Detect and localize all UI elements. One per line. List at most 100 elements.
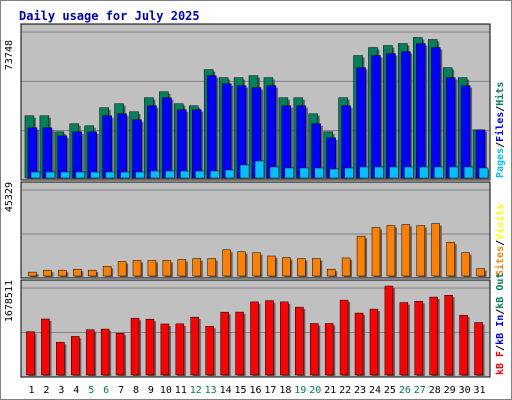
bar-sites-day-23	[356, 235, 366, 277]
bar-files-day-11	[177, 109, 187, 179]
bar-pages-day-23	[359, 166, 369, 179]
bar-kb-f-day-23	[354, 312, 364, 376]
bar-kb-f-day-10	[160, 323, 170, 376]
bar-pages-day-10	[165, 170, 175, 179]
bar-files-day-10	[162, 97, 172, 179]
bar-files-day-1	[27, 127, 38, 179]
bar-sites-day-25	[386, 225, 396, 277]
bar-files-day-8	[132, 119, 142, 179]
bar-files-day-30	[460, 85, 471, 179]
bar-sites-day-13	[207, 258, 216, 277]
x-tick-label: 25	[384, 385, 396, 396]
bar-sites-day-18	[282, 257, 291, 277]
bar-kb-f-day-20	[309, 323, 319, 376]
bar-kb-f-day-7	[115, 332, 125, 376]
bar-kb-f-day-21	[324, 323, 334, 376]
bar-kb-f-day-3	[56, 341, 65, 376]
bar-pages-day-1	[30, 171, 41, 179]
bar-pages-day-24	[374, 166, 384, 179]
bar-kb-f-day-31	[474, 322, 483, 376]
bar-pages-day-13	[209, 170, 220, 179]
bar-sites-day-31	[476, 268, 485, 277]
bar-files-day-14	[221, 83, 232, 179]
bar-sites-day-6	[102, 266, 112, 277]
bar-pages-day-4	[75, 171, 86, 179]
bar-sites-day-14	[222, 249, 231, 277]
bar-files-day-5	[87, 131, 97, 179]
x-tick-label: 28	[429, 385, 441, 396]
x-tick-label: 7	[118, 385, 124, 396]
bar-pages-day-19	[299, 167, 310, 179]
bar-kb-f-day-27	[414, 301, 424, 376]
bar-kb-f-day-30	[459, 314, 468, 376]
bar-sites-day-10	[162, 260, 172, 277]
bar-pages-day-16	[254, 160, 265, 179]
x-tick-label: 26	[399, 385, 411, 396]
bars-kbytes	[26, 285, 485, 377]
bar-pages-day-20	[314, 167, 324, 179]
bar-pages-day-30	[463, 166, 474, 179]
x-axis-day-labels: 1 2 3 4 5 6 7 8 9 10 11 12 13 14 15 16 17 18 19 20 21 22 23 24 2…	[28, 385, 485, 396]
bar-files-day-22	[341, 105, 351, 179]
x-tick-label: 2	[43, 385, 49, 396]
bar-files-day-27	[416, 43, 426, 179]
bar-sites-day-3	[58, 269, 67, 277]
bar-kb-f-day-15	[235, 311, 244, 376]
x-tick-label: 13	[205, 385, 217, 396]
bar-sites-day-11	[177, 259, 187, 277]
bar-pages-day-6	[105, 171, 115, 179]
bar-sites-day-19	[297, 258, 306, 277]
bar-files-day-3	[57, 135, 68, 179]
bar-kb-f-day-2	[41, 318, 50, 376]
bar-kb-f-day-13	[205, 326, 214, 376]
bar-sites-day-9	[147, 260, 157, 277]
bar-files-day-24	[371, 55, 381, 179]
bar-sites-day-15	[237, 251, 246, 277]
bar-pages-day-15	[239, 164, 250, 179]
bar-pages-day-12	[195, 170, 205, 179]
max-label-middle: 45329	[4, 182, 15, 212]
x-tick-label: 16	[249, 385, 261, 396]
legend-item-files: Files	[494, 112, 506, 142]
legend-item-visits: Visits	[494, 204, 506, 240]
bar-kb-f-day-17	[265, 300, 274, 376]
bar-kb-f-day-8	[130, 317, 140, 376]
bar-sites-day-21	[326, 268, 336, 277]
bar-sites-day-8	[132, 260, 142, 277]
x-tick-label: 21	[324, 385, 336, 396]
x-tick-label: 11	[175, 385, 187, 396]
x-tick-label: 27	[414, 385, 426, 396]
bar-files-day-4	[72, 131, 83, 179]
bar-pages-day-18	[284, 167, 295, 179]
bar-files-day-23	[356, 67, 366, 179]
legend-text: kB F/kB In/kB Out	[495, 273, 506, 375]
bar-kb-f-day-25	[384, 285, 394, 376]
max-label-top: 73748	[4, 40, 15, 70]
x-tick-label: 1	[28, 385, 34, 396]
x-tick-label: 29	[444, 385, 456, 396]
bars-hits-files-pages	[24, 37, 491, 181]
bar-pages-day-21	[329, 168, 339, 179]
legend-item-kb-in: kB In	[495, 315, 506, 345]
bar-pages-day-29	[448, 166, 459, 179]
chart-title: Daily usage for July 2025	[19, 9, 200, 23]
bar-sites-day-22	[341, 257, 351, 277]
bar-kb-f-day-24	[369, 308, 379, 376]
bar-sites-day-26	[401, 224, 411, 277]
bar-pages-day-9	[150, 170, 160, 179]
bar-pages-day-11	[180, 170, 190, 179]
bar-pages-day-25	[389, 166, 399, 179]
bar-sites-day-16	[252, 252, 261, 277]
x-tick-label: 22	[339, 385, 351, 396]
x-tick-label: 20	[309, 385, 321, 396]
legend-item-kb-out: kB Out	[495, 273, 506, 309]
x-tick-label: 5	[88, 385, 94, 396]
legend-middle: Sites/Visits	[494, 204, 506, 276]
bar-sites-day-20	[311, 258, 321, 277]
bar-pages-day-8	[135, 171, 145, 179]
x-tick-label: 24	[369, 385, 381, 396]
bar-files-day-25	[386, 53, 396, 179]
x-tick-label: 4	[73, 385, 79, 396]
bar-pages-day-2	[45, 171, 56, 179]
